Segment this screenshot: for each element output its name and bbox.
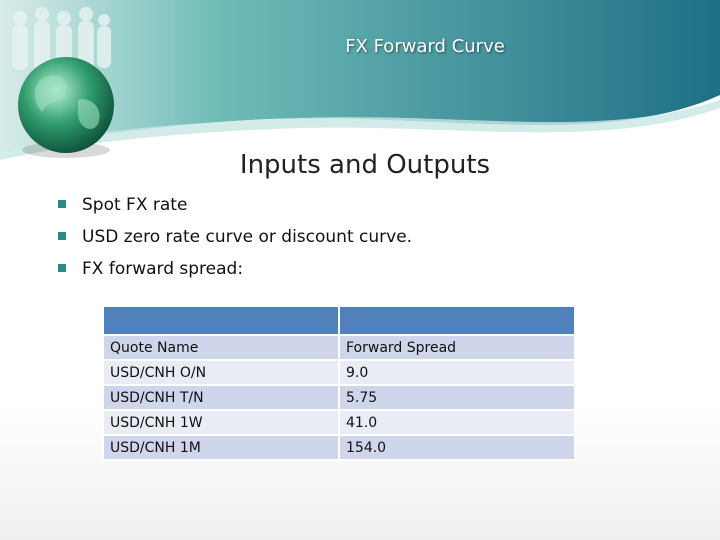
spread-table: Quote Name Forward Spread USD/CNH O/N 9.0 US… — [102, 305, 576, 461]
bullet-marker — [58, 232, 66, 240]
table-cell: 154.0 — [338, 434, 576, 461]
table-row: USD/CNH T/N 5.75 — [102, 384, 576, 411]
table-body: Quote Name Forward Spread USD/CNH O/N 9.0 US… — [102, 305, 576, 461]
table-row: USD/CNH 1M 154.0 — [102, 434, 576, 461]
header-band — [0, 0, 720, 150]
header-cell — [338, 305, 576, 336]
table-cell: 5.75 — [338, 384, 576, 411]
bullet-item: FX forward spread: — [56, 256, 412, 288]
bullet-text: USD zero rate curve or discount curve. — [82, 227, 413, 247]
table-cell: 41.0 — [338, 409, 576, 436]
table-cell: USD/CNH O/N — [102, 359, 340, 386]
header-cell — [102, 305, 340, 336]
table-cell: USD/CNH 1W — [102, 409, 340, 436]
table-row: USD/CNH O/N 9.0 — [102, 359, 576, 386]
table-cell: Forward Spread — [338, 334, 576, 361]
table-row: USD/CNH 1W 41.0 — [102, 409, 576, 436]
bullet-text: Spot FX rate — [82, 195, 188, 215]
bullet-marker — [58, 200, 66, 208]
swoosh — [0, 100, 720, 160]
header-title: FX Forward Curve — [345, 36, 505, 57]
bullet-marker — [58, 264, 66, 272]
table-header-row — [102, 305, 576, 336]
people-silhouettes — [12, 7, 111, 71]
bullet-item: USD zero rate curve or discount curve. — [56, 224, 412, 256]
globe — [18, 57, 114, 153]
slide-heading: Inputs and Outputs — [239, 150, 491, 180]
table-cell: 9.0 — [338, 359, 576, 386]
table-cell: Quote Name — [102, 334, 340, 361]
bullet-text: FX forward spread: — [82, 259, 244, 279]
table-cell: USD/CNH 1M — [102, 434, 340, 461]
bullet-item: Spot FX rate — [56, 192, 412, 224]
table-cell: USD/CNH T/N — [102, 384, 340, 411]
table-row: Quote Name Forward Spread — [102, 334, 576, 361]
bullet-list: Spot FX rate USD zero rate curve or disc… — [56, 192, 412, 288]
